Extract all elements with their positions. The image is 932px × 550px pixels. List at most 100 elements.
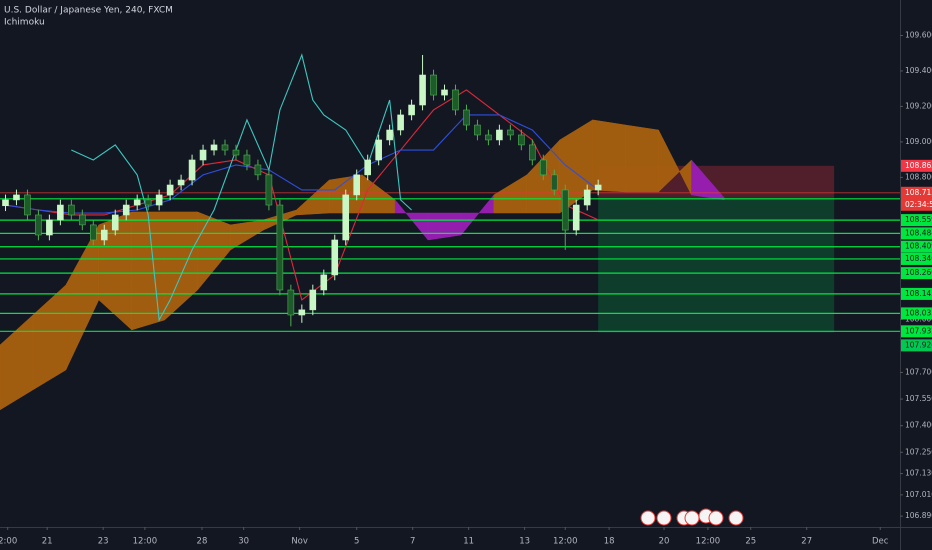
level-label-box (901, 267, 932, 280)
candle-body (188, 159, 196, 181)
candle-body (496, 129, 503, 141)
cloud-segment (131, 211, 165, 331)
candle-body (46, 219, 53, 236)
level-label-box (901, 227, 932, 240)
level-label-box (901, 214, 932, 227)
indicator-line (5, 114, 599, 214)
candle-body (539, 159, 547, 176)
candle-body (287, 289, 295, 316)
level-label-box (901, 252, 932, 265)
candle-body (320, 274, 328, 291)
candle-body (364, 159, 371, 176)
stop-label-box (901, 159, 932, 172)
candle-body (298, 309, 306, 316)
x-tick-label: 23 (98, 537, 109, 547)
x-tick-label: 25 (745, 537, 756, 547)
candle-body (79, 214, 86, 226)
candle-body (276, 204, 284, 291)
candle-body (155, 194, 163, 206)
x-tick-label: 7 (410, 537, 415, 547)
level-label: 108.260 (905, 268, 932, 277)
y-tick-label: 106.890 (905, 511, 932, 520)
candle-body (13, 194, 20, 201)
y-tick-label: 107.550 (905, 394, 932, 403)
x-tick-label: 12:00 (553, 537, 578, 547)
candle-body (331, 239, 339, 276)
y-tick-label: 107.250 (905, 447, 932, 456)
level-label: 108.143 (905, 289, 932, 298)
event-icon (728, 510, 744, 526)
x-tick-label: 5 (354, 537, 359, 547)
level-label: 107.932 (905, 326, 932, 335)
x-tick-label: 18 (604, 537, 615, 547)
x-tick-label: 27 (801, 537, 812, 547)
x-tick-label: 20 (659, 537, 670, 547)
current-price-box (901, 186, 932, 211)
plot-area (0, 53, 900, 411)
level-label-box (901, 240, 932, 253)
stop-label: 108.865 (905, 161, 932, 170)
candle-body (507, 129, 514, 136)
candle-body (397, 114, 404, 131)
candle-body (89, 224, 97, 241)
cloud-segment (592, 119, 626, 193)
candle-body (243, 154, 251, 166)
level-label: 108.559 (905, 215, 932, 224)
candle-body (254, 164, 262, 176)
x-tick-label: 2:00 (0, 537, 17, 547)
cloud-segment (625, 124, 659, 193)
candle-body (441, 89, 448, 96)
candle-body (57, 204, 64, 221)
x-tick-label: 11 (463, 537, 474, 547)
candle-body (342, 194, 350, 241)
x-tick-label: Nov (291, 537, 308, 547)
candle-body (452, 89, 459, 111)
countdown-label: 02:34:58 (905, 200, 932, 209)
target-label: 107.926 (905, 340, 932, 349)
candle-body (265, 174, 273, 206)
candle-body (166, 184, 174, 196)
y-tick-label: 109.600 (905, 30, 932, 39)
y-tick-label: 108.800 (905, 172, 932, 181)
candle-body (24, 194, 31, 216)
candle-body (68, 204, 75, 216)
candle-body (353, 174, 361, 196)
x-tick-label: 21 (42, 537, 53, 547)
target-label-box (901, 339, 932, 352)
candle-body (463, 109, 470, 126)
event-icon (656, 510, 672, 526)
level-label: 108.484 (905, 228, 932, 237)
event-icon (684, 510, 700, 526)
candle-body (594, 184, 602, 191)
candle-body (210, 144, 218, 151)
candle-body (386, 129, 393, 141)
candle-body (35, 214, 42, 236)
candle-body (419, 74, 426, 106)
candle-body (408, 104, 415, 116)
y-tick-label: 107.400 (905, 421, 932, 430)
current-price-label: 108.713 (905, 188, 932, 197)
candle-body (144, 199, 152, 206)
x-tick-label: 12:00 (696, 537, 721, 547)
y-tick-label: 107.130 (905, 469, 932, 478)
y-tick-label: 109.200 (905, 101, 932, 110)
candle-body (111, 214, 119, 231)
candle-body (583, 189, 591, 206)
indicator-name: Ichimoku (4, 18, 45, 28)
y-tick-label: 107.010 (905, 490, 932, 499)
event-icon (640, 510, 656, 526)
cloud-segment (427, 212, 462, 241)
candle-body (177, 179, 185, 186)
candle-body (529, 144, 536, 161)
x-tick-label: Dec (872, 537, 889, 547)
y-tick-label: 109.000 (905, 137, 932, 146)
candle-body (430, 74, 437, 96)
indicator-line (71, 53, 412, 322)
candle-body (221, 144, 229, 151)
candle-body (550, 174, 558, 191)
x-tick-label: 30 (238, 537, 249, 547)
position-target-zone (598, 196, 835, 333)
candle-body (474, 124, 481, 136)
